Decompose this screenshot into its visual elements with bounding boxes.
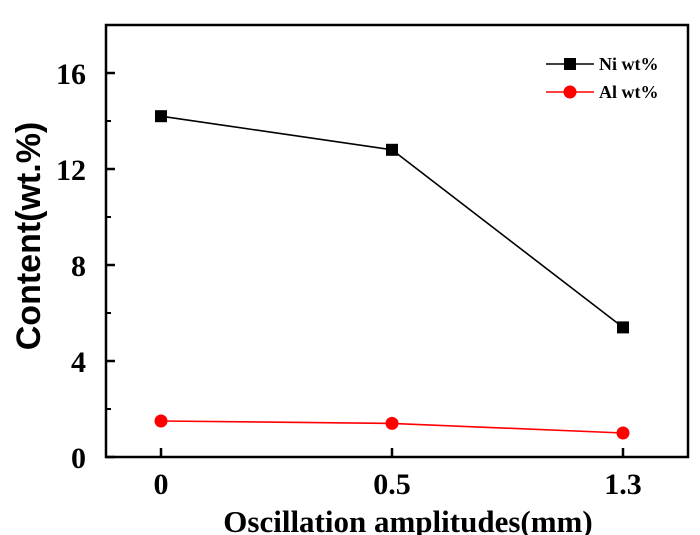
- y-tick-label: 8: [71, 250, 86, 283]
- legend-label: Ni wt%: [599, 54, 659, 74]
- legend-label: Al wt%: [599, 82, 659, 102]
- x-tick-label: 0.5: [373, 468, 411, 501]
- x-axis-ticks: 0 0.5 1.3: [154, 448, 642, 501]
- y-tick-label: 4: [71, 346, 86, 379]
- y-tick-label: 12: [56, 154, 86, 187]
- y-axis-ticks: 0 4 8 12 16: [56, 24, 115, 475]
- x-axis-title: Oscillation amplitudes(mm): [223, 504, 592, 535]
- legend-marker: [564, 58, 576, 70]
- data-point: [385, 416, 399, 430]
- x-tick-label: 0: [154, 468, 169, 501]
- x-tick-label: 1.3: [604, 468, 642, 501]
- y-tick-label: 0: [71, 442, 86, 475]
- data-point: [386, 143, 398, 156]
- y-axis-title: Content(wt.%): [10, 122, 48, 351]
- series-layer: [154, 110, 630, 440]
- y-tick-label: 16: [56, 58, 86, 91]
- legend-marker: [563, 85, 577, 99]
- data-point: [155, 110, 167, 123]
- data-point: [617, 321, 629, 334]
- legend: Ni wt% Al wt%: [546, 54, 659, 102]
- data-point: [616, 426, 630, 440]
- data-point: [154, 414, 168, 428]
- plot-frame: [104, 23, 690, 459]
